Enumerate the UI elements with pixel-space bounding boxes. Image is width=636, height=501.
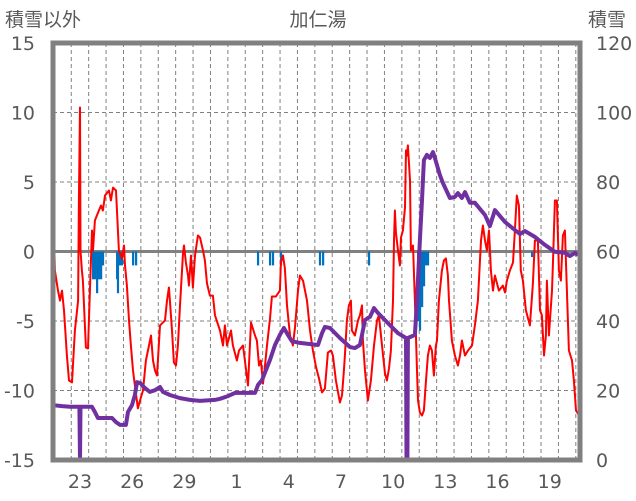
x-tick-label: 19 [538, 471, 562, 493]
right-tick-label: 40 [596, 311, 620, 333]
right-tick-label: 0 [596, 450, 608, 472]
left-tick-label: 10 [11, 103, 35, 125]
left-tick-label: 0 [23, 242, 35, 264]
left-tick-label: -5 [16, 311, 35, 333]
bar [422, 251, 426, 287]
bar [92, 251, 95, 280]
bar [268, 251, 272, 266]
bar [418, 251, 422, 331]
left-axis-title: 積雪以外 [5, 9, 81, 31]
snow_depth-line [52, 150, 580, 462]
bar [134, 251, 138, 266]
bar [421, 251, 424, 308]
x-tick-label: 29 [172, 471, 196, 493]
bar [132, 251, 135, 266]
right-tick-label: 20 [596, 381, 620, 403]
gridlines [53, 43, 580, 460]
right-tick-label: 80 [596, 172, 620, 194]
bar [425, 251, 428, 266]
x-tick-label: 10 [381, 471, 405, 493]
bar [256, 251, 260, 266]
bar [318, 251, 322, 266]
line-series [52, 106, 581, 462]
x-tick-label: 16 [485, 471, 509, 493]
right-tick-label: 100 [596, 103, 632, 125]
bar [322, 251, 325, 266]
tick-labels: 15 10 5 0 -5 -10 -15 120 100 80 60 40 20 0 23 26 29 1 4 7 10… [4, 33, 632, 493]
bar [279, 251, 283, 266]
bar [271, 251, 275, 266]
bar [118, 251, 122, 266]
bar [426, 251, 430, 266]
chart-title: 加仁湯 [289, 9, 346, 31]
bar [116, 251, 120, 294]
left-tick-label: -15 [4, 450, 35, 472]
frame-border [50, 40, 583, 463]
bar [367, 251, 371, 266]
x-tick-label: 23 [68, 471, 92, 493]
left-tick-label: 15 [11, 33, 35, 55]
x-tick-label: 1 [231, 471, 243, 493]
bar [96, 251, 99, 294]
right-tick-label: 60 [596, 242, 620, 264]
left-tick-label: 5 [23, 172, 35, 194]
left-tick-label: -10 [4, 381, 35, 403]
bar [97, 251, 101, 280]
bar [100, 251, 103, 280]
x-tick-label: 26 [120, 471, 144, 493]
right-tick-label: 120 [596, 33, 632, 55]
x-tick-label: 4 [283, 471, 295, 493]
bar [93, 251, 97, 280]
x-tick-label: 13 [433, 471, 457, 493]
right-axis-title: 積雪 [588, 9, 626, 31]
x-tick-label: 7 [335, 471, 347, 493]
plot-frame [50, 40, 583, 463]
bar [530, 251, 534, 258]
bar [101, 251, 105, 266]
